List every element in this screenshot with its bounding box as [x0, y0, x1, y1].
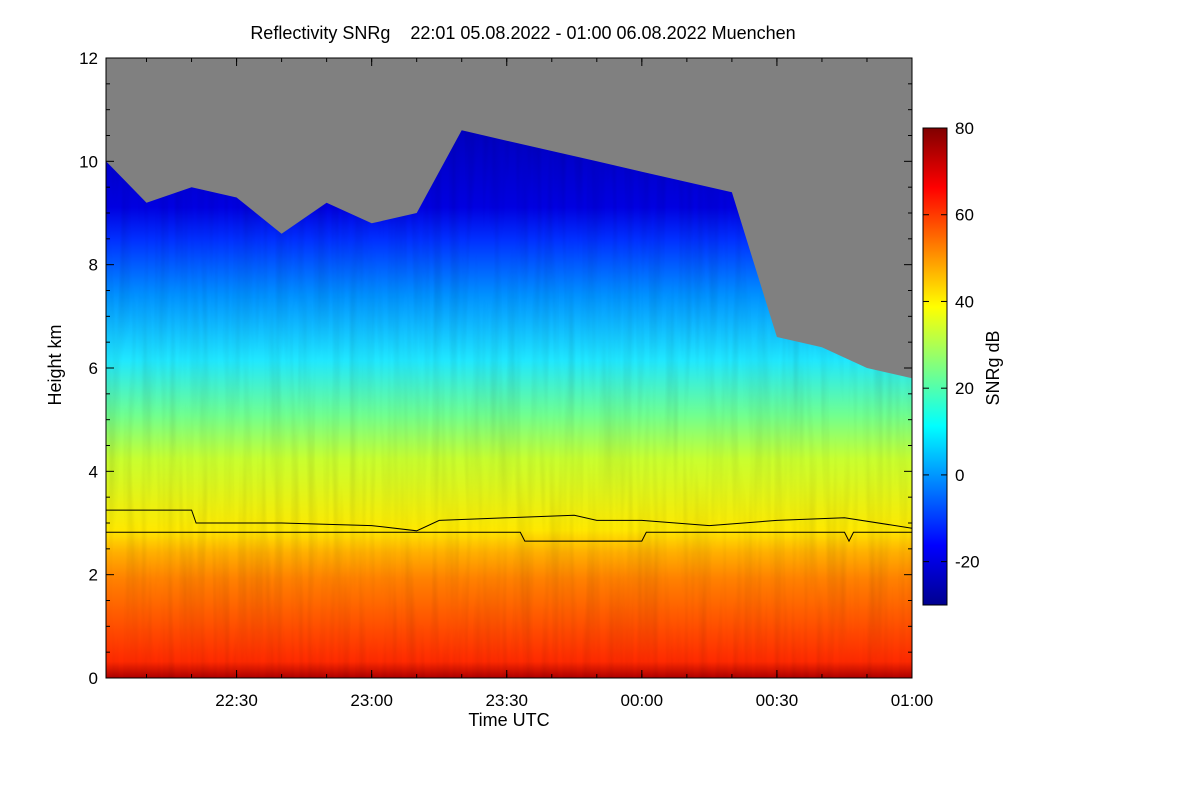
colorbar-tick-label: -20 — [955, 553, 980, 572]
colorbar-tick-label: 40 — [955, 292, 974, 311]
colorbar — [922, 127, 948, 606]
colorbar-label: SNRg dB — [983, 330, 1003, 405]
y-tick-label: 6 — [89, 359, 98, 378]
step-line — [106, 531, 912, 543]
x-tick-label: 00:00 — [621, 691, 664, 710]
y-tick-label: 2 — [89, 566, 98, 585]
x-axis-label: Time UTC — [468, 710, 549, 730]
x-tick-label: 01:00 — [891, 691, 934, 710]
y-tick-label: 10 — [79, 152, 98, 171]
colorbar-tick-label: 60 — [955, 206, 974, 225]
plot-area — [106, 58, 912, 678]
chart-title: Reflectivity SNRg 22:01 05.08.2022 - 01:… — [250, 23, 795, 43]
y-tick-label: 8 — [89, 256, 98, 275]
colorbar-tick-label: 20 — [955, 379, 974, 398]
x-tick-label: 00:30 — [756, 691, 799, 710]
y-tick-label: 12 — [79, 49, 98, 68]
colorbar-tick-label: 0 — [955, 466, 964, 485]
melting-layer-line — [106, 509, 912, 532]
fall-streaks — [106, 130, 912, 678]
y-axis-label: Height km — [45, 324, 65, 405]
colorbar-tick-label: 80 — [955, 119, 974, 138]
y-tick-label: 0 — [89, 669, 98, 688]
y-tick-label: 4 — [89, 462, 98, 481]
x-tick-label: 23:30 — [485, 691, 528, 710]
x-tick-label: 23:00 — [350, 691, 393, 710]
x-tick-label: 22:30 — [215, 691, 258, 710]
